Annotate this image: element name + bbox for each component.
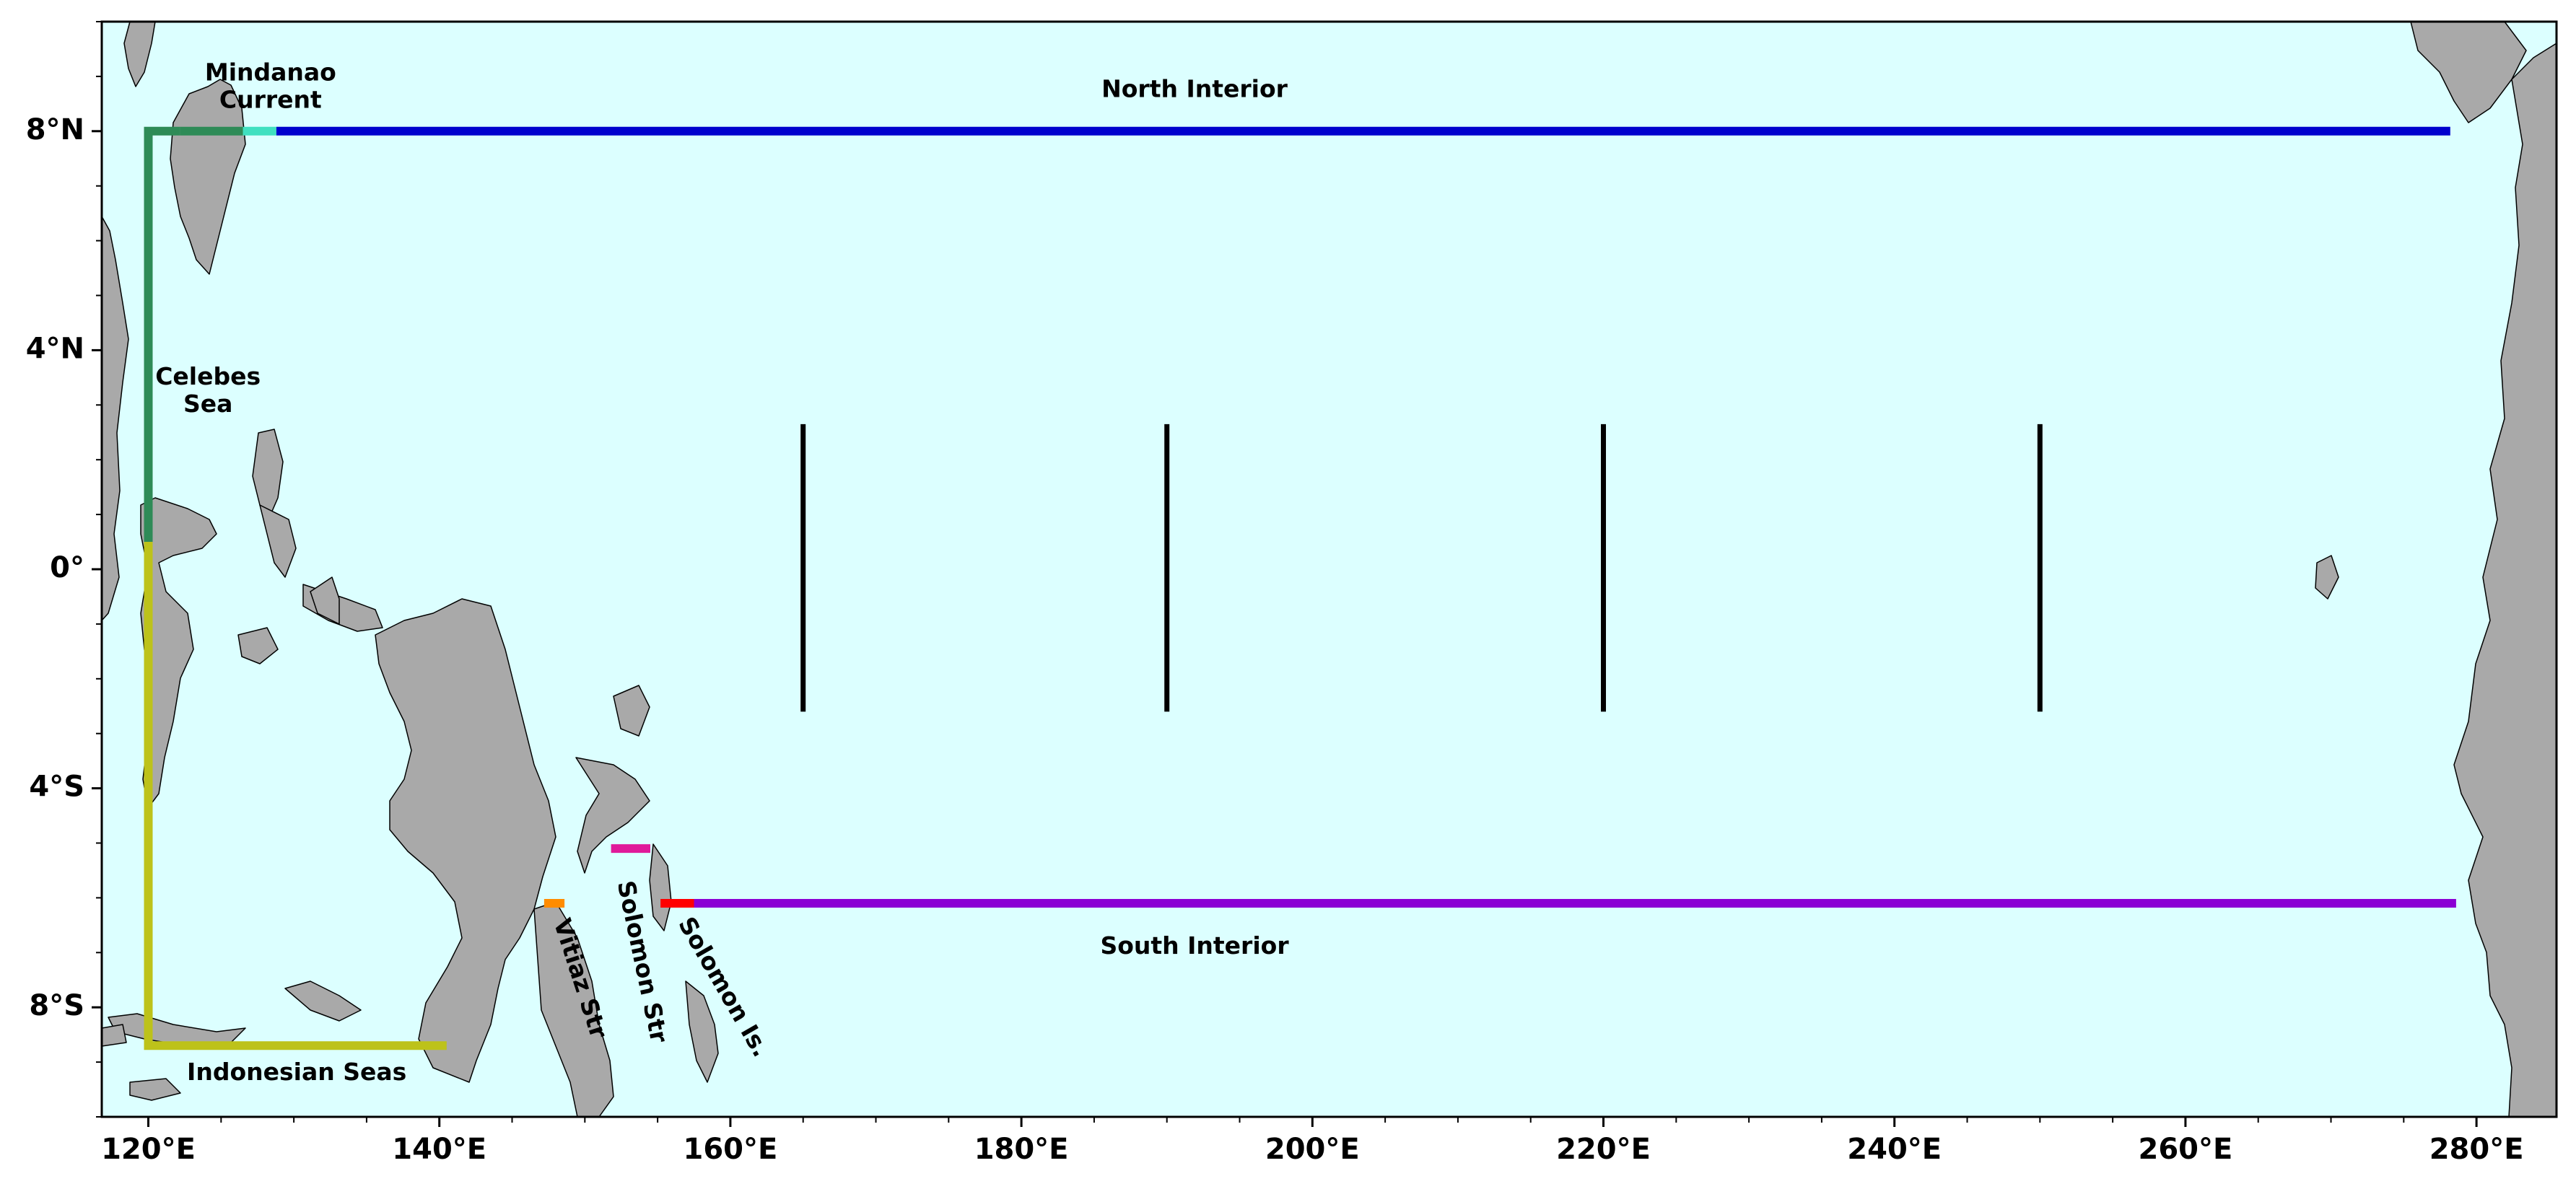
- borneo-land: [102, 216, 129, 621]
- luzon-land: [123, 22, 156, 87]
- meridian-lines: [800, 424, 2043, 712]
- bougainville-land: [649, 843, 672, 931]
- x-tick-label: 260°E: [2139, 1133, 2233, 1166]
- y-tick-label: 8°N: [26, 113, 84, 146]
- y-tick-label: 0°: [50, 551, 84, 584]
- x-tick-label: 200°E: [1265, 1133, 1360, 1166]
- section-lines: [144, 126, 2456, 1050]
- new-ireland-land: [613, 685, 650, 737]
- central-america-land: [2410, 22, 2527, 123]
- annotation-line: South Interior: [1100, 931, 1289, 960]
- timor-land: [284, 980, 362, 1022]
- solomon-islands-land: [685, 980, 719, 1083]
- annotation-line: Mindanao: [205, 58, 336, 87]
- sumbawa-land: [102, 1024, 127, 1047]
- x-tick-label: 220°E: [1556, 1133, 1651, 1166]
- buru-land: [237, 627, 279, 664]
- annotation-label: Indonesian Seas: [187, 1058, 406, 1086]
- annotation-line: Current: [219, 86, 322, 114]
- section-celebes: [144, 126, 180, 569]
- halmahera-arm: [259, 504, 297, 578]
- annotation-line: North Interior: [1101, 74, 1288, 102]
- annotation-line: Celebes: [155, 362, 261, 390]
- bird-head-land: [310, 576, 340, 625]
- new-britain-land: [575, 757, 650, 874]
- x-axis: 120°E 140°E 160°E 180°E 200°E 220°E 240°E 260°E…: [101, 1117, 2524, 1166]
- new-guinea-se-tail: [533, 901, 614, 1117]
- flores-land: [108, 1013, 246, 1047]
- x-tick-label: 240°E: [1847, 1133, 1942, 1166]
- y-tick-label: 8°S: [29, 989, 84, 1022]
- sumba-land: [129, 1078, 181, 1101]
- galapagos-land: [2315, 555, 2339, 600]
- annotation-label: South Interior: [1100, 931, 1289, 960]
- x-tick-label: 160°E: [684, 1133, 778, 1166]
- halmahera-land: [252, 429, 284, 520]
- y-tick-label: 4°S: [29, 771, 84, 804]
- annotation-label: North Interior: [1101, 74, 1288, 102]
- new-guinea-land: [375, 598, 556, 1083]
- x-tick-label: 140°E: [392, 1133, 486, 1166]
- celebes-land: [140, 497, 217, 809]
- y-tick-label: 4°N: [26, 332, 84, 365]
- land-layer: [102, 22, 2557, 1117]
- section-indonesian-seas: [144, 542, 447, 1050]
- x-tick-label: 280°E: [2429, 1133, 2524, 1166]
- annotation-line: Indonesian Seas: [187, 1058, 406, 1086]
- south-america-land: [2453, 43, 2557, 1117]
- y-axis: 8°N 4°N 0° 4°S 8°S: [26, 21, 102, 1118]
- x-tick-label: 180°E: [974, 1133, 1069, 1166]
- x-tick-label: 120°E: [101, 1133, 196, 1166]
- annotation-line: Sea: [183, 390, 232, 418]
